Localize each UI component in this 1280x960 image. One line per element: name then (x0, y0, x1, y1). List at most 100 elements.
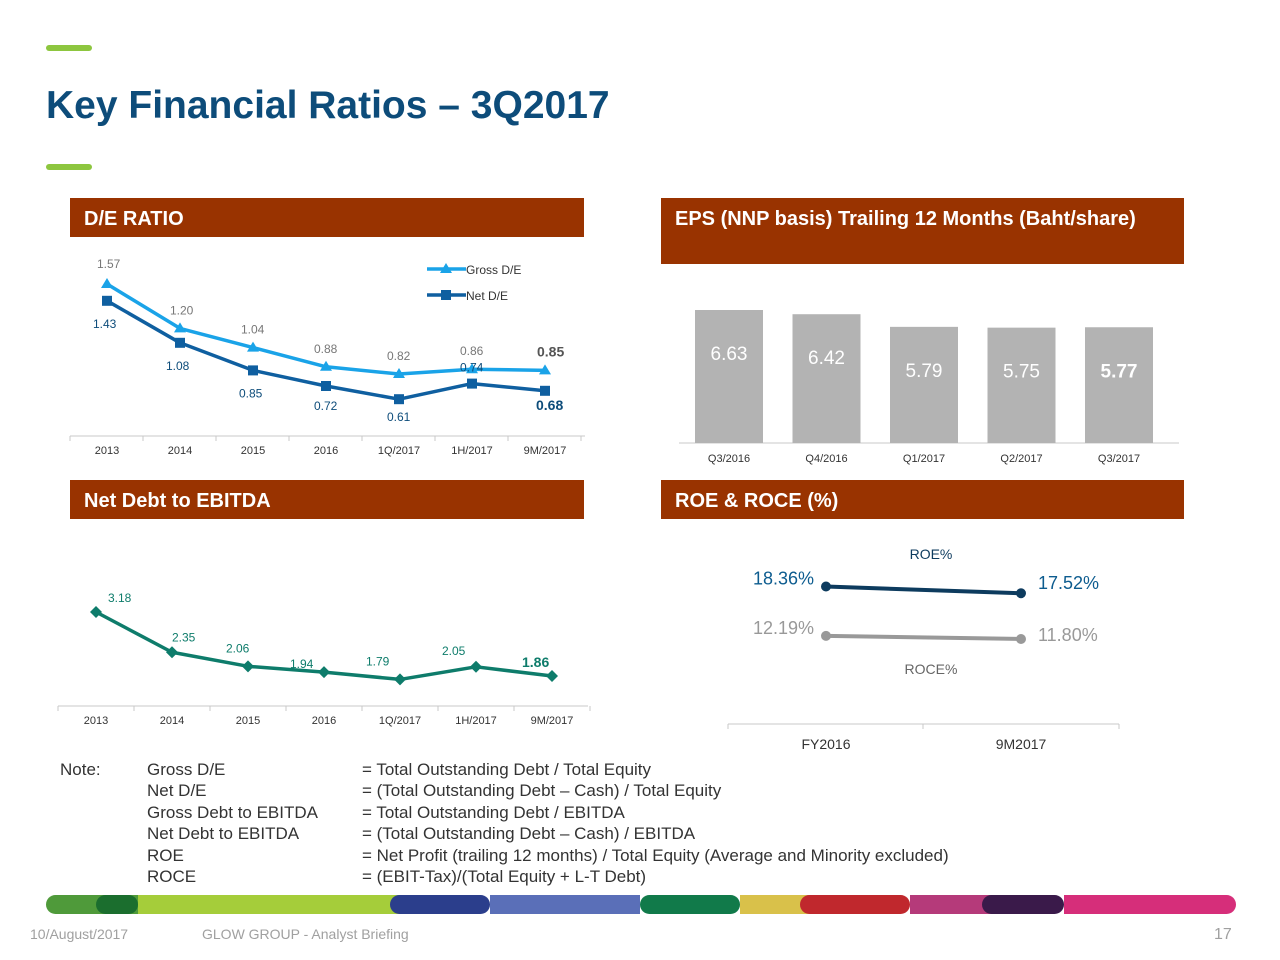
note-definition: = (Total Outstanding Debt – Cash) / EBIT… (362, 824, 696, 844)
x-tick-label: 1Q/2017 (379, 715, 421, 727)
notes-label: Note: (60, 760, 101, 779)
x-tick-label: 1H/2017 (451, 445, 493, 457)
page-number: 17 (1214, 926, 1232, 943)
accent-bar-top (46, 45, 92, 51)
note-term: Gross D/E (147, 760, 226, 779)
roe-point (1016, 588, 1026, 599)
x-tick-label: Q4/2016 (805, 453, 847, 465)
net-debt-ebitda-header: Net Debt to EBITDA (70, 480, 584, 519)
legend-marker (441, 290, 451, 300)
data-label: 1.86 (522, 654, 549, 670)
x-tick-label: 9M2017 (996, 736, 1047, 752)
note-term: Net D/E (147, 781, 207, 801)
x-tick-label: 9M/2017 (531, 715, 574, 727)
gross-de-point (101, 278, 113, 288)
data-label: 3.18 (108, 591, 132, 605)
de-ratio-chart: 2013 2014 2015 2016 1Q/2017 1H/2017 9M/2017 1.5… (69, 257, 585, 457)
note-term: ROCE (147, 866, 197, 886)
data-label: 1.94 (290, 657, 314, 671)
bar-value-label: 5.79 (906, 361, 943, 382)
net-de-point (321, 381, 331, 391)
color-bar-segment (982, 895, 1064, 914)
de-ratio-header: D/E RATIO (70, 198, 584, 237)
data-label: 0.72 (314, 399, 338, 413)
x-tick-label: 2015 (236, 715, 260, 727)
color-bar-segment (138, 895, 438, 914)
accent-bar-bottom (46, 164, 92, 170)
eps-bar (987, 327, 1056, 443)
data-label: 1.79 (366, 654, 390, 668)
net-debt-ebitda-point (470, 660, 482, 673)
roce-line (825, 633, 1022, 641)
roe-roce-header: ROE & ROCE (%) (661, 480, 1184, 519)
data-label: 17.52% (1038, 573, 1099, 593)
eps-bar (792, 314, 861, 443)
note-term: Gross Debt to EBITDA (147, 802, 318, 822)
data-label: 1.04 (241, 323, 265, 337)
data-label: 1.20 (170, 303, 194, 317)
eps-bar (695, 310, 763, 443)
gross-de-point (247, 341, 259, 352)
net-de-point (102, 295, 112, 306)
roe-line (825, 584, 1022, 596)
color-bar-segment (96, 895, 138, 914)
net-debt-ebitda-point (242, 660, 254, 673)
gross-de-point (174, 322, 186, 333)
bar-value-label: 5.77 (1101, 361, 1138, 382)
note-term: Net Debt to EBITDA (147, 824, 300, 844)
data-label: 0.82 (387, 349, 411, 363)
eps-bar-chart: 6.63 Q3/2016 6.42 Q4/2016 5.79 Q1/2017 5.75 Q2/… (679, 310, 1179, 465)
x-tick-label: 1Q/2017 (378, 445, 420, 457)
x-tick-label: 1H/2017 (455, 715, 497, 727)
x-tick-label: Q3/2017 (1098, 453, 1140, 465)
x-tick-label: 2014 (168, 445, 192, 457)
net-debt-ebitda-point (394, 673, 406, 686)
color-bar-segment (1064, 895, 1236, 914)
gross-de-point (539, 364, 551, 375)
x-tick-label: 2016 (314, 445, 338, 457)
data-label: 18.36% (753, 569, 814, 589)
net-de-point (467, 378, 477, 389)
net-debt-ebitda-point (90, 606, 102, 618)
net-debt-ebitda-point (166, 646, 178, 659)
x-tick-label: Q2/2017 (1000, 453, 1042, 465)
eps-header: EPS (NNP basis) Trailing 12 Months (Baht… (661, 198, 1184, 264)
gross-de-point (393, 368, 405, 378)
x-tick-label: 2015 (241, 445, 265, 457)
data-label: 2.35 (172, 630, 196, 644)
net-de-point (248, 365, 258, 376)
x-tick-label: 2013 (84, 715, 108, 727)
footer-org: GLOW GROUP - Analyst Briefing (202, 926, 409, 942)
roce-point (1016, 634, 1026, 644)
x-tick-label: 9M/2017 (524, 445, 567, 457)
footer-date: 10/August/2017 (30, 926, 129, 942)
color-bar-segment (490, 895, 640, 914)
net-de-point (394, 394, 404, 405)
data-label: 0.74 (460, 361, 484, 375)
legend-marker (440, 263, 452, 273)
x-tick-label: Q1/2017 (903, 453, 945, 465)
note-definition: = (EBIT-Tax)/(Total Equity + L-T Debt) (362, 866, 647, 886)
slide-title: Key Financial Ratios – 3Q2017 (46, 84, 610, 127)
series-label: ROE% (910, 546, 953, 562)
data-label: 0.85 (239, 386, 263, 400)
note-definition: = Net Profit (trailing 12 months) / Tota… (362, 845, 949, 865)
gross-de-point (466, 363, 478, 374)
eps-bar (1085, 327, 1153, 443)
data-label: 0.61 (387, 410, 411, 424)
color-bar-segment (640, 895, 740, 914)
legend-label: Gross D/E (466, 263, 521, 277)
data-label: 1.43 (93, 317, 117, 331)
data-label: 1.08 (166, 359, 190, 373)
color-bar-segment (390, 895, 490, 914)
roce-point (821, 630, 831, 641)
data-label: 2.06 (226, 641, 250, 655)
brand-color-bar (46, 895, 1236, 914)
gross-de-point (320, 360, 332, 371)
roe-point (821, 581, 831, 592)
x-tick-label: 2014 (160, 715, 184, 727)
net-debt-ebitda-point (318, 666, 330, 679)
eps-bar (890, 326, 958, 443)
net-debt-ebitda-chart: 2013 2014 2015 2016 1Q/2017 1H/2017 9M/2017 3.1… (57, 591, 591, 727)
data-label: 1.57 (97, 257, 121, 271)
